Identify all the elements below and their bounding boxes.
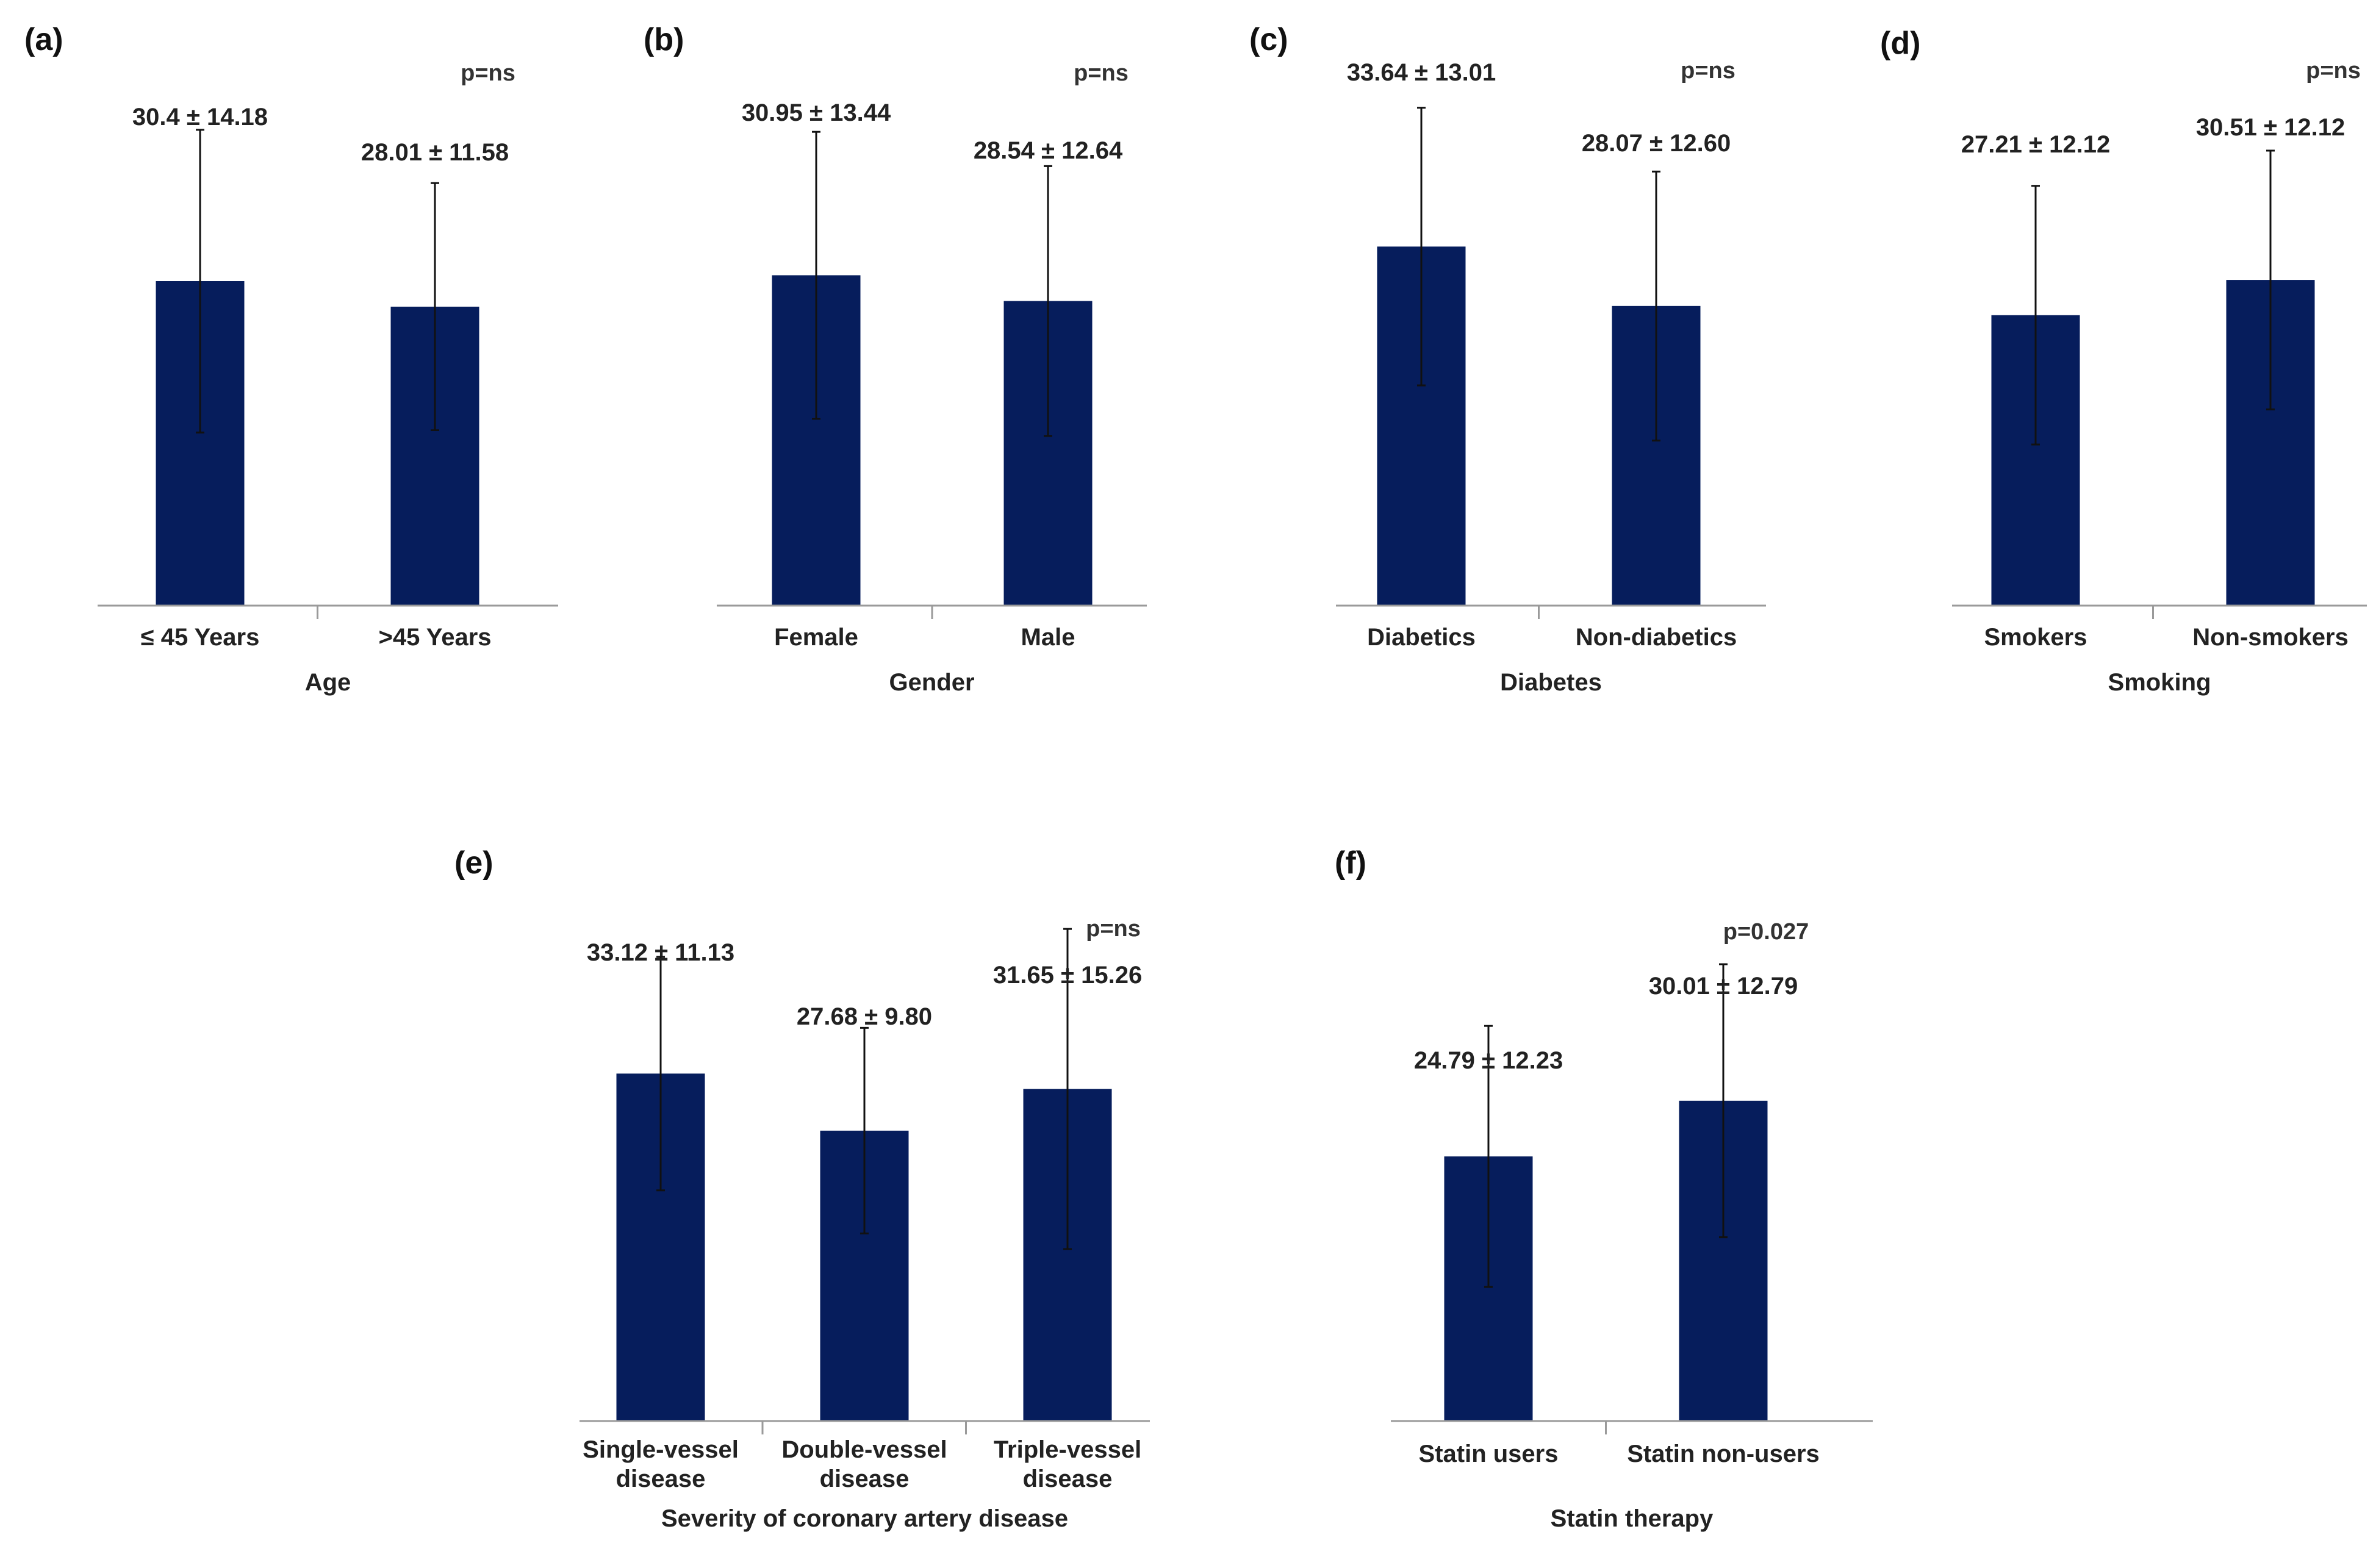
x-axis-title: Age: [305, 669, 351, 696]
tick-label-c-2: Non-diabetics: [1576, 624, 1737, 651]
panel-letter: (a): [24, 22, 63, 57]
value-label-a-2: 28.01 ± 11.58: [361, 139, 509, 166]
tick-label-e-1: Single-vessel disease: [583, 1436, 739, 1492]
tick-label-line: disease: [820, 1466, 910, 1492]
error-bar-b-2: [1044, 165, 1052, 437]
x-axis-title: Diabetes: [1500, 669, 1602, 696]
chart-panel: (b) p=ns 30.95 ± 13.44 Female 28.54 ± 12.64 M…: [644, 22, 1147, 696]
value-label-e-3: 31.65 ± 15.26: [993, 962, 1142, 989]
tick-label-b-2: Male: [1021, 624, 1075, 651]
value-label-c-2: 28.07 ± 12.60: [1582, 130, 1731, 157]
p-value-label: p=ns: [1074, 60, 1129, 86]
chart-panel: (f) p=0.027 24.79 ± 12.23 Statin users 30.01…: [1335, 845, 1873, 1532]
x-axis-title: Gender: [889, 669, 974, 696]
tick-label-e-2: Double-vessel disease: [781, 1436, 947, 1492]
tick-label-a-2: >45 Years: [378, 624, 491, 651]
chart-panel: (d) p=ns 27.21 ± 12.12 Smokers 30.51 ± 12.12…: [1880, 26, 2367, 696]
chart-panel: (e) p=ns 33.12 ± 11.13 Single-vessel disease…: [454, 845, 1150, 1532]
tick-label-line: Double-vessel: [781, 1436, 947, 1463]
value-label-b-2: 28.54 ± 12.64: [974, 137, 1123, 164]
error-bar-f-2: [1719, 963, 1728, 1239]
x-axis-title: Severity of coronary artery disease: [661, 1505, 1068, 1532]
tick-label-e-3: Triple-vessel disease: [994, 1436, 1141, 1492]
p-value-label: p=0.027: [1723, 919, 1809, 945]
error-bar-e-1: [656, 956, 665, 1192]
value-label-b-1: 30.95 ± 13.44: [742, 99, 891, 126]
tick-label-f-2: Statin non-users: [1627, 1441, 1820, 1467]
panel-letter: (d): [1880, 26, 1920, 61]
tick-label-f-1: Statin users: [1419, 1441, 1559, 1467]
panel-letter: (b): [644, 22, 684, 57]
tick-label-b-1: Female: [774, 624, 858, 651]
panel-letter: (e): [454, 845, 494, 881]
value-label-a-1: 30.4 ± 14.18: [132, 104, 268, 131]
value-label-d-2: 30.51 ± 12.12: [2196, 114, 2345, 141]
error-bar-e-2: [860, 1026, 869, 1234]
p-value-label: p=ns: [461, 60, 515, 86]
chart-panel: (a) p=ns 30.4 ± 14.18 ≤ 45 Years 28.01 ± 11.…: [24, 22, 558, 696]
tick-label-a-1: ≤ 45 Years: [141, 624, 260, 651]
value-label-c-1: 33.64 ± 13.01: [1347, 59, 1496, 86]
error-bar-b-1: [812, 131, 820, 420]
tick-label-c-1: Diabetics: [1367, 624, 1476, 651]
panel-letter: (f): [1335, 845, 1366, 881]
error-bar-c-1: [1417, 107, 1426, 387]
value-label-f-2: 30.01 ± 12.79: [1649, 973, 1798, 1000]
value-label-f-1: 24.79 ± 12.23: [1414, 1047, 1563, 1074]
tick-label-d-1: Smokers: [1984, 624, 2087, 651]
value-label-e-2: 27.68 ± 9.80: [797, 1003, 932, 1030]
panel-letter: (c): [1249, 22, 1288, 57]
tick-label-line: Triple-vessel: [994, 1436, 1141, 1463]
error-bar-c-2: [1652, 170, 1660, 442]
tick-label-line: Single-vessel: [583, 1436, 739, 1463]
value-label-e-1: 33.12 ± 11.13: [587, 939, 734, 966]
tick-label-line: disease: [1023, 1466, 1113, 1492]
tick-label-line: disease: [616, 1466, 706, 1492]
value-label-d-1: 27.21 ± 12.12: [1961, 131, 2110, 158]
x-axis-title: Smoking: [2108, 669, 2211, 696]
error-bar-f-1: [1484, 1025, 1493, 1288]
x-axis-title: Statin therapy: [1551, 1505, 1714, 1532]
p-value-label: p=ns: [2306, 58, 2361, 84]
error-bar-d-1: [2031, 185, 2040, 446]
chart-panel: (c) p=ns 33.64 ± 13.01 Diabetics 28.07 ± 12.…: [1249, 22, 1766, 696]
error-bar-e-3: [1063, 928, 1072, 1250]
tick-label-d-2: Non-smokers: [2192, 624, 2349, 651]
error-bar-a-2: [431, 182, 439, 431]
p-value-label: p=ns: [1681, 58, 1735, 84]
error-bar-a-1: [196, 129, 204, 434]
error-bar-d-2: [2266, 149, 2275, 410]
p-value-label: p=ns: [1086, 916, 1141, 942]
